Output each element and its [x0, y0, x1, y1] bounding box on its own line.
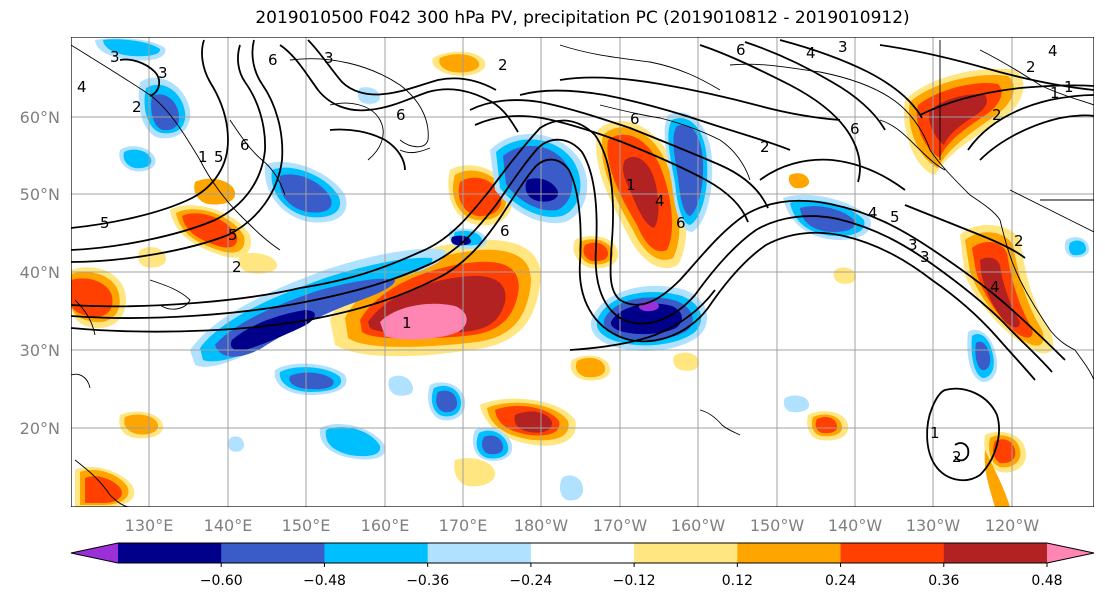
contour-label: 3	[324, 49, 334, 67]
lat-label: 40°N	[20, 263, 60, 282]
contour-label: 2	[760, 138, 770, 156]
contour-label: 1	[402, 314, 412, 332]
colorbar-tick-label: 0.36	[928, 573, 959, 589]
lon-label: 160°E	[361, 516, 410, 535]
map-panel: 3 4 2 3 6 3 6 3 4 2 1 2 6 6 5 6 2 6 1 4 …	[71, 37, 1094, 507]
contour-label: 6	[676, 214, 686, 232]
lon-label: 130°W	[906, 516, 961, 535]
contour-label: 4	[868, 204, 878, 222]
colorbar-extend-min	[71, 543, 118, 563]
lon-label: 120°W	[985, 516, 1040, 535]
colorbar-segment	[221, 543, 325, 563]
contour-label: 6	[850, 120, 860, 138]
contour-label: 3	[838, 38, 848, 56]
plot-title: 2019010500 F042 300 hPa PV, precipitatio…	[255, 8, 910, 28]
contour-label: 1	[626, 176, 636, 194]
contour-label: 1	[930, 424, 940, 442]
colorbar-outline	[70, 542, 1095, 564]
coastlines	[71, 40, 1094, 507]
contour-label: 1	[1050, 84, 1060, 102]
colorbar-tick-label: 0.12	[722, 573, 753, 589]
contour-label: 5	[890, 208, 900, 226]
colorbar-tick-label: −0.12	[613, 573, 656, 589]
contour-label: 3	[908, 236, 918, 254]
contour-label: 6	[630, 110, 640, 128]
pv-contours	[71, 39, 1094, 482]
contour-label: 2	[952, 448, 962, 466]
colorbar-segment	[840, 543, 945, 563]
colorbar-segment	[943, 543, 1048, 563]
contour-label: 3	[110, 48, 120, 66]
contour-label: 4	[77, 78, 87, 96]
longitude-labels: 130°E 140°E 150°E 160°E 170°E 180°W 170°…	[125, 516, 1040, 535]
lat-label: 30°N	[20, 341, 60, 360]
contour-label: 3	[158, 64, 168, 82]
contour-label: 5	[214, 148, 224, 166]
contour-label: 2	[992, 106, 1002, 124]
contour-label: 5	[228, 226, 238, 244]
colorbar-segment	[634, 543, 738, 563]
contour-label: 4	[990, 278, 1000, 296]
lat-label: 50°N	[20, 185, 60, 204]
contour-label: 6	[240, 136, 250, 154]
lon-label: 150°E	[282, 516, 331, 535]
colorbar-segment	[427, 543, 532, 563]
latitude-labels: 60°N 50°N 40°N 30°N 20°N	[20, 108, 60, 438]
graticule	[71, 37, 1094, 507]
contour-label: 6	[736, 41, 746, 59]
contour-label: 2	[1014, 232, 1024, 250]
contour-label: 6	[268, 51, 278, 69]
colorbar-segment	[737, 543, 842, 563]
contour-label: 2	[132, 98, 142, 116]
colorbar-extend-max	[1047, 543, 1094, 563]
colorbar-ticks: −0.60 −0.48 −0.36 −0.24 −0.12 0.12 0.24 0.36 0.4…	[200, 563, 1063, 589]
contour-label: 3	[920, 248, 930, 266]
contour-labels: 3 4 2 3 6 3 6 3 4 2 1 2 6 6 5 6 2 6 1 4 …	[77, 38, 1074, 466]
colorbar-segment	[530, 543, 635, 563]
colorbar: −0.60 −0.48 −0.36 −0.24 −0.12 0.12 0.24 0.36 0.4…	[70, 542, 1095, 589]
colorbar-tick-label: −0.60	[200, 573, 243, 589]
lat-label: 60°N	[20, 108, 60, 127]
colorbar-tick-label: 0.48	[1031, 573, 1062, 589]
lon-label: 150°W	[750, 516, 805, 535]
lon-label: 170°W	[593, 516, 648, 535]
contour-label: 4	[655, 192, 665, 210]
lon-label: 170°E	[439, 516, 488, 535]
lon-label: 140°E	[204, 516, 253, 535]
lon-label: 180°W	[514, 516, 569, 535]
colorbar-segment	[324, 543, 429, 563]
colorbar-tick-label: −0.36	[406, 573, 449, 589]
contour-label: 6	[396, 106, 406, 124]
colorbar-tick-label: −0.48	[303, 573, 346, 589]
lat-label: 20°N	[20, 419, 60, 438]
colorbar-segment	[118, 543, 222, 563]
contour-label: 2	[232, 258, 242, 276]
contour-label: 6	[500, 222, 510, 240]
lon-label: 140°W	[828, 516, 883, 535]
colorbar-tick-label: −0.24	[509, 573, 552, 589]
contour-label: 2	[1026, 58, 1036, 76]
colorbar-segments	[71, 543, 1094, 563]
lon-label: 160°W	[671, 516, 726, 535]
lon-label: 130°E	[125, 516, 174, 535]
contour-label: 1	[1064, 78, 1074, 96]
contour-label: 2	[498, 56, 508, 74]
colorbar-tick-label: 0.24	[825, 573, 856, 589]
contour-label: 4	[806, 44, 816, 62]
contour-label: 4	[1048, 42, 1058, 60]
contour-label: 5	[100, 214, 110, 232]
contour-label: 1	[198, 148, 208, 166]
